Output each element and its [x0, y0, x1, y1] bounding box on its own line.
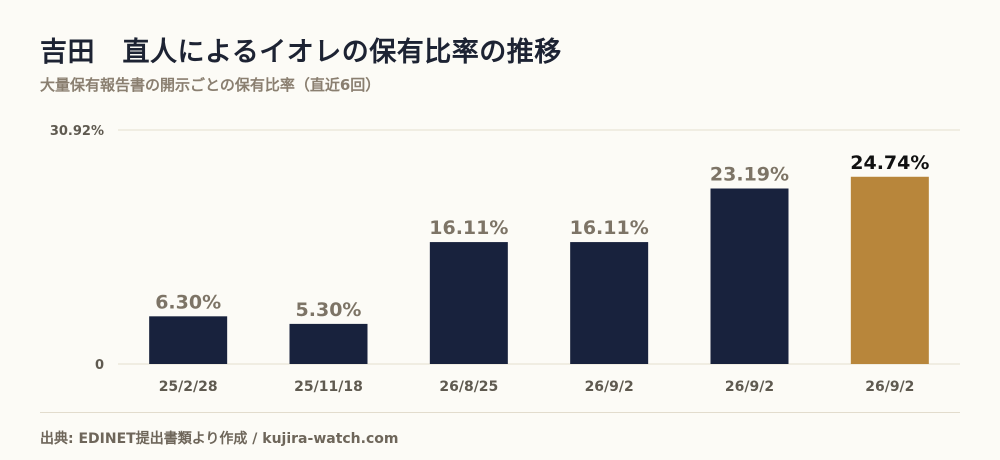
chart-subtitle: 大量保有報告書の開示ごとの保有比率（直近6回） [40, 76, 381, 94]
chart-title: 吉田 直人によるイオレの保有比率の推移 [40, 37, 562, 68]
x-tick-label: 25/11/18 [294, 379, 363, 395]
data-label: 23.19% [710, 164, 789, 186]
bar [429, 242, 508, 364]
bar [570, 242, 649, 364]
data-label: 16.11% [429, 217, 508, 239]
source-note: 出典: EDINET提出書類より作成 / kujira-watch.com [40, 431, 399, 447]
x-tick-label: 26/9/2 [585, 379, 634, 395]
data-label: 6.30% [155, 291, 221, 313]
x-tick-label: 26/8/25 [439, 379, 498, 395]
bar [149, 316, 228, 364]
y-tick-label: 0 [95, 358, 104, 373]
y-tick-label: 30.92% [50, 124, 104, 139]
bar [289, 323, 368, 364]
bar [850, 176, 929, 364]
x-tick-label: 26/9/2 [865, 379, 914, 395]
data-label: 16.11% [570, 217, 649, 239]
x-tick-label: 25/2/28 [159, 379, 218, 395]
data-label: 5.30% [296, 299, 362, 321]
data-label: 24.74% [850, 152, 929, 174]
footer-divider [40, 412, 960, 413]
x-tick-label: 26/9/2 [725, 379, 774, 395]
bar [710, 188, 789, 364]
